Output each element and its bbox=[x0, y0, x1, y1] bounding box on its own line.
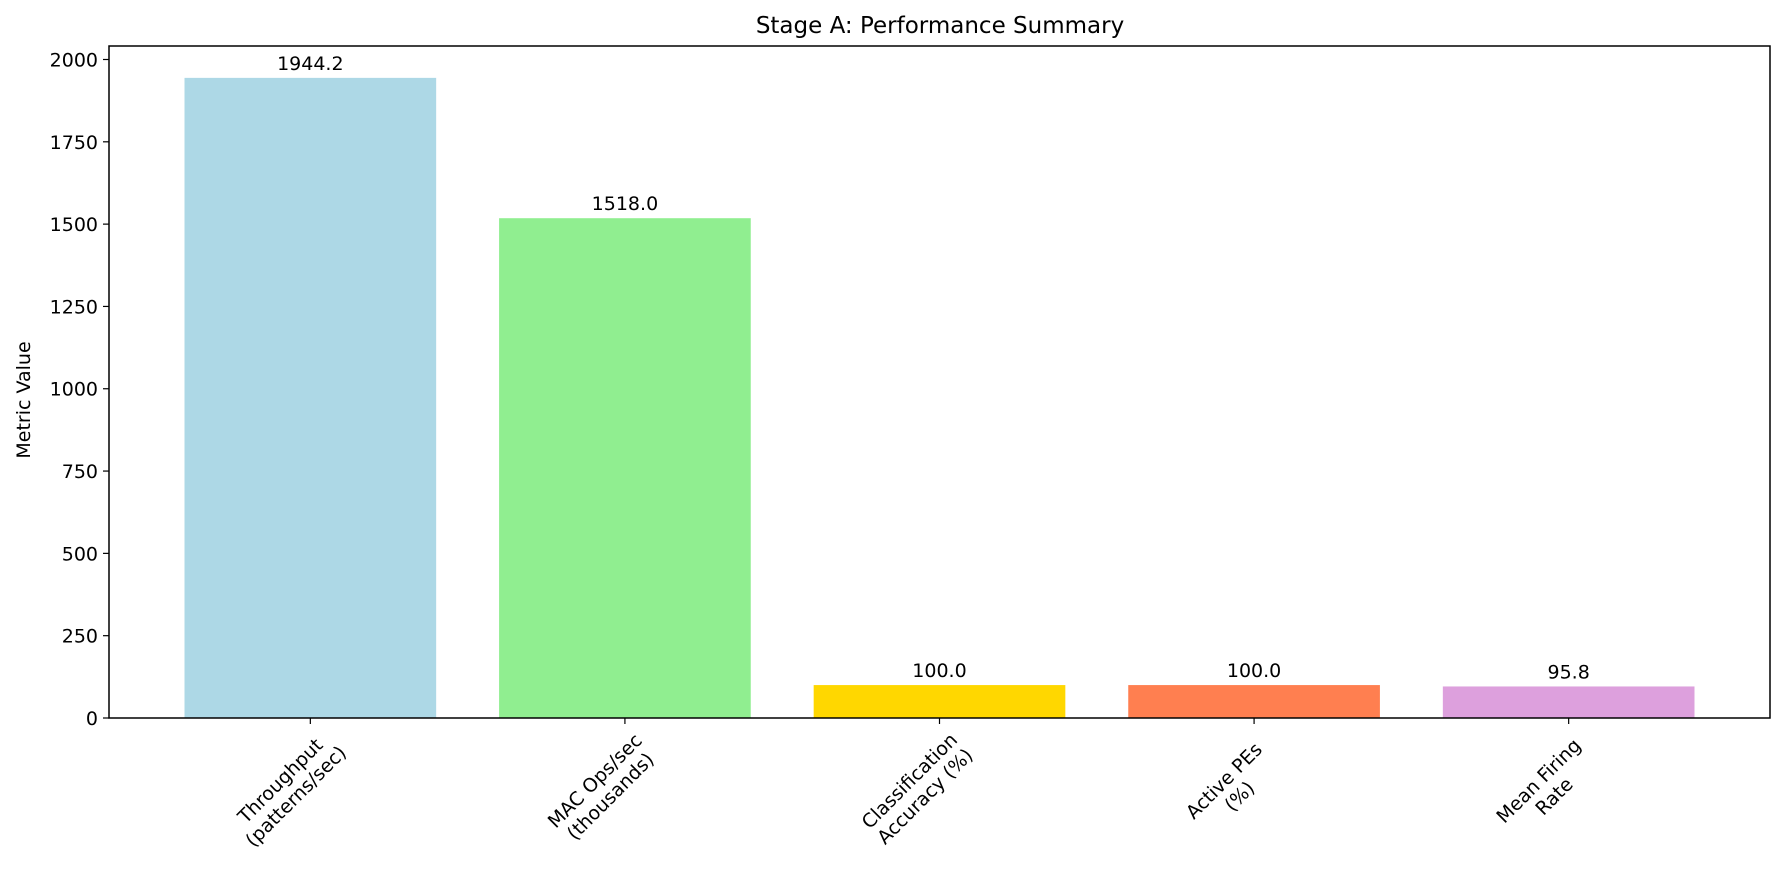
x-tick-label-3: Active PEs(%) bbox=[1182, 739, 1283, 840]
bar-4 bbox=[1442, 686, 1695, 718]
x-axis-ticks: Throughput(patterns/sec) MAC Ops/sec(thou… bbox=[226, 718, 1601, 851]
y-tick-label-1: 250 bbox=[62, 626, 98, 648]
y-tick-label-3: 750 bbox=[62, 461, 98, 483]
value-label-3: 100.0 bbox=[1227, 660, 1281, 682]
y-tick-label-5: 1250 bbox=[50, 296, 98, 318]
value-label-2: 100.0 bbox=[912, 660, 966, 682]
bar-3 bbox=[1128, 685, 1380, 718]
value-label-4: 95.8 bbox=[1548, 661, 1590, 683]
x-tick-label-2: ClassificationAccuracy (%) bbox=[858, 729, 978, 849]
value-labels-layer: 1944.2 1518.0 100.0 100.0 95.8 bbox=[277, 53, 1590, 684]
plot-frame bbox=[108, 45, 1771, 719]
y-tick-label-8: 2000 bbox=[50, 49, 98, 71]
y-axis-ticks: 0 250 500 750 1000 1250 1500 1750 2000 bbox=[50, 49, 109, 730]
value-label-1: 1518.0 bbox=[592, 193, 658, 215]
y-axis-label: Metric Value bbox=[13, 341, 35, 458]
chart-title: Stage A: Performance Summary bbox=[756, 13, 1124, 39]
y-tick-label-6: 1500 bbox=[50, 214, 98, 236]
bar-0 bbox=[184, 77, 437, 718]
x-tick-label-0: Throughput(patterns/sec) bbox=[226, 726, 351, 851]
bar-1 bbox=[499, 218, 751, 718]
y-tick-label-4: 1000 bbox=[50, 379, 98, 401]
value-label-0: 1944.2 bbox=[277, 53, 343, 75]
x-tick-label-3-line-0: Active PEs bbox=[1182, 739, 1267, 824]
y-tick-label-0: 0 bbox=[86, 708, 98, 730]
y-tick-label-7: 1750 bbox=[50, 132, 98, 154]
x-tick-label-4: Mean FiringRate bbox=[1492, 735, 1601, 844]
x-tick-label-1: MAC Ops/sec(thousands) bbox=[544, 730, 663, 849]
bar-2 bbox=[813, 685, 1066, 718]
x-tick-label-4-line-0: Mean Firing bbox=[1492, 735, 1585, 828]
bars-layer bbox=[184, 77, 1695, 718]
y-tick-label-2: 500 bbox=[62, 543, 98, 565]
